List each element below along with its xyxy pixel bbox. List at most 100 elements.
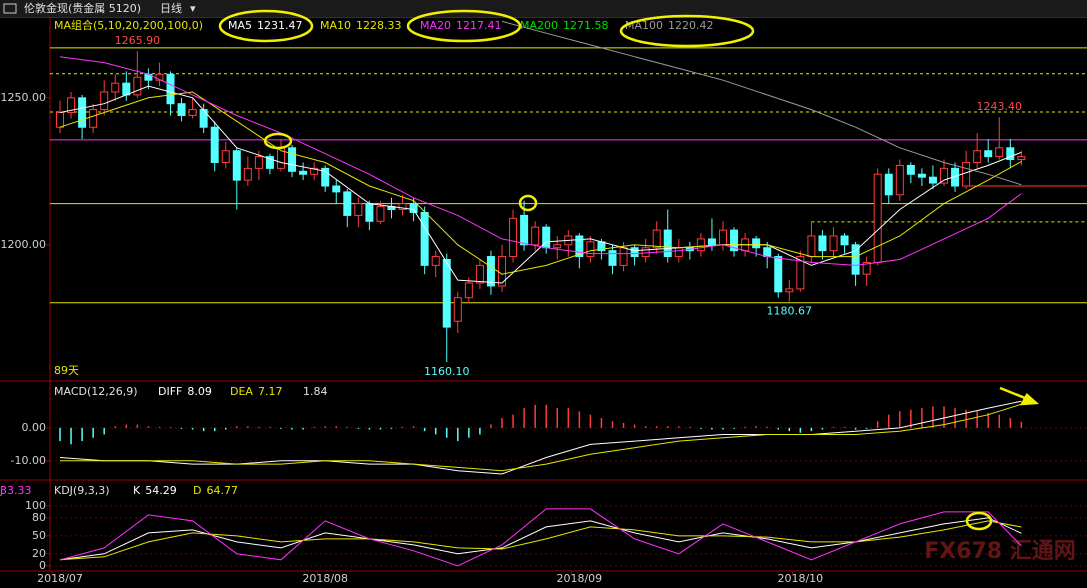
y-tick-label: 0 <box>39 559 46 572</box>
line-series <box>59 91 1022 275</box>
legend-value: 8.09 <box>187 385 212 398</box>
candle-body <box>796 256 805 290</box>
x-tick-label: 2018/08 <box>302 572 348 585</box>
candle-body <box>343 191 352 216</box>
candle-body <box>906 164 915 175</box>
line-series <box>59 517 1022 561</box>
candle-body <box>873 173 882 263</box>
y-tick-label: -10.00 <box>11 454 46 467</box>
y-tick-label: 1250.00 <box>1 91 47 104</box>
legend-value: 54.29 <box>145 484 177 497</box>
candle-body <box>1017 156 1026 161</box>
line-series <box>59 520 1022 561</box>
line-series <box>501 20 1022 186</box>
candle-body <box>299 170 308 175</box>
legend-value: 33.33 <box>0 484 32 497</box>
candle-body <box>641 247 650 258</box>
highlight <box>263 132 293 150</box>
panel-title: KDJ(9,3,3) <box>54 484 110 497</box>
line-series <box>60 403 1022 472</box>
candle-body <box>100 91 109 111</box>
days-label: 89天 <box>54 364 79 377</box>
legend-name: MA5 <box>228 19 252 32</box>
legend-name: MA20 <box>420 19 451 32</box>
candle-body <box>663 229 672 258</box>
candle-body <box>453 297 462 322</box>
candle-body <box>696 238 705 252</box>
candle-body <box>243 167 252 181</box>
candle-body <box>1006 147 1015 161</box>
highlights <box>218 9 1040 531</box>
candle-body <box>619 247 628 266</box>
legend-value: 64.77 <box>206 484 238 497</box>
legend-title: MA组合(5,10,20,200,100,0) <box>54 18 203 32</box>
candle-body <box>674 247 683 258</box>
x-tick-label: 2018/09 <box>556 572 602 585</box>
candle-body <box>442 258 451 328</box>
legend-value: 7.17 <box>258 385 283 398</box>
legend-name: D <box>193 484 201 497</box>
candle-body <box>917 173 926 178</box>
candle-body <box>807 235 816 258</box>
line-series <box>59 400 1022 475</box>
candle-body <box>829 235 838 252</box>
candle-body <box>78 97 87 128</box>
panel-title: MACD(12,26,9) <box>54 385 138 398</box>
candle-body <box>851 244 860 275</box>
candle-body <box>785 288 794 293</box>
plot-layer: 1250.00 1200.00 MA组合(5,10,20,200,100,0) 89天… <box>0 18 1087 585</box>
legend-name: MA10 <box>320 19 351 32</box>
legend-name: K <box>133 484 141 497</box>
candle-body <box>509 217 518 258</box>
legend-value: 1.84 <box>303 385 328 398</box>
candle-body <box>652 229 661 249</box>
candle-body <box>973 150 982 163</box>
candle-body <box>520 214 529 246</box>
price-annotation: 1265.90 <box>115 34 161 47</box>
candle-body <box>774 256 783 293</box>
legend-name: MA100 <box>625 19 663 32</box>
candle-body <box>586 241 595 258</box>
candle-body <box>630 247 639 258</box>
y-tick-label: 80 <box>32 511 46 524</box>
x-tick-label: 2018/07 <box>37 572 83 585</box>
line-series <box>59 85 1022 284</box>
price-annotation: 1180.67 <box>767 305 813 318</box>
candle-body <box>155 73 164 81</box>
highlight <box>619 14 755 48</box>
legend-name: DIFF <box>158 385 182 398</box>
price-annotation: 1160.10 <box>424 365 470 378</box>
candle-body <box>928 176 937 184</box>
candle-body <box>354 203 363 216</box>
candle-body <box>210 126 219 163</box>
highlight <box>965 511 993 531</box>
y-tick-label: 0.00 <box>22 421 47 434</box>
candle-body <box>553 244 562 249</box>
period-dropdown[interactable]: ▾ <box>190 2 196 15</box>
period[interactable]: 日线 <box>160 1 182 15</box>
top-bar <box>0 0 1087 17</box>
candle-body <box>232 150 241 181</box>
candle-body <box>531 226 540 246</box>
highlight <box>518 194 538 212</box>
candle-body <box>608 250 617 266</box>
candle-body <box>840 235 849 246</box>
candle-body <box>498 256 506 287</box>
candle-body <box>199 109 208 128</box>
candle-body <box>56 112 64 128</box>
candle-body <box>67 97 76 114</box>
candle-body <box>984 150 993 158</box>
legend-value: 1220.42 <box>668 19 714 32</box>
candle-body <box>962 161 971 187</box>
candle-body <box>332 185 341 193</box>
price-annotation: 1243.40 <box>977 100 1023 113</box>
candle-body <box>862 261 871 275</box>
candle-body <box>321 167 330 187</box>
y-tick-label: 1200.00 <box>1 238 47 251</box>
candle-body <box>730 229 739 252</box>
candle-body <box>177 103 186 116</box>
candle-body <box>464 282 473 299</box>
candle-body <box>940 167 948 184</box>
